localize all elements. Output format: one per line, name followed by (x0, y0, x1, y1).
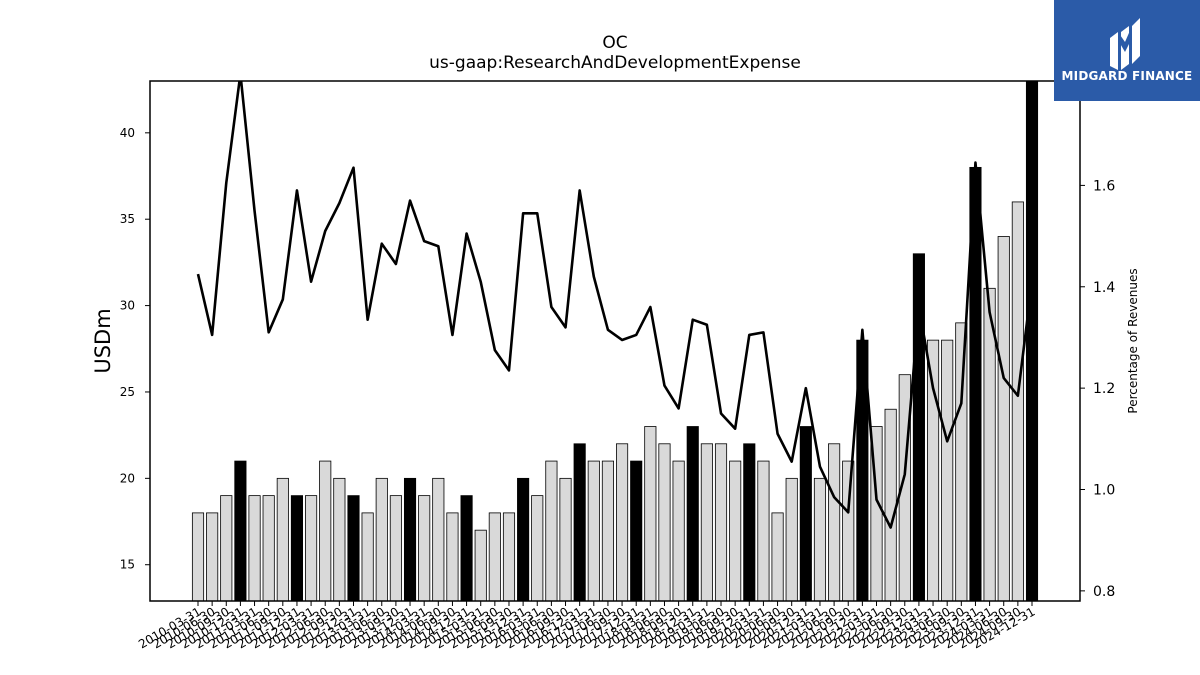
bar (616, 443, 629, 602)
brand-logo: MIDGARD FINANCE (1054, 0, 1200, 101)
bar (545, 460, 558, 602)
bar (248, 495, 261, 602)
y-tick-label: 40 (120, 126, 135, 140)
y-axis-label: USDm (91, 308, 115, 373)
bar (842, 460, 855, 602)
bar (460, 495, 473, 602)
bar (799, 426, 812, 602)
bar (305, 495, 318, 602)
bar (319, 460, 332, 602)
bar (403, 477, 417, 602)
y-tick-label: 15 (120, 558, 135, 572)
bar (220, 495, 233, 602)
bar (813, 477, 827, 602)
chart-subtitle: us-gaap:ResearchAndDevelopmentExpense (429, 53, 801, 73)
y-right-tick-label: 1.6 (1093, 178, 1115, 194)
bar (234, 460, 247, 602)
bar-series (191, 80, 1039, 602)
bar (474, 529, 487, 602)
bar (559, 477, 572, 602)
bar (333, 477, 346, 602)
bar (531, 495, 544, 602)
bar (206, 512, 219, 602)
bar (884, 408, 897, 602)
bar (432, 477, 445, 602)
y-right-tick-label: 1.4 (1093, 280, 1115, 296)
y-right-tick-label: 1.2 (1093, 381, 1115, 397)
bar (771, 512, 784, 602)
logo-text: MIDGARD FINANCE (1061, 69, 1193, 83)
bar (587, 460, 600, 602)
bar (941, 339, 954, 602)
x-axis: 2010-03-312010-06-302010-09-302010-12-31… (136, 601, 1038, 651)
bar (446, 512, 459, 602)
bar (1011, 201, 1024, 602)
midgard-logo-icon (1110, 18, 1140, 70)
y-tick-label: 25 (120, 385, 135, 399)
y-tick-label: 35 (120, 212, 135, 226)
bar (686, 426, 699, 602)
bar (488, 512, 501, 602)
bar (714, 443, 728, 602)
percentage-line (196, 81, 1034, 529)
y-axis-right-label: Percentage of Revenues (1126, 268, 1140, 413)
bar (601, 460, 614, 602)
chart-title: OC (602, 33, 627, 53)
y-tick-label: 20 (120, 471, 135, 485)
bar (672, 460, 685, 602)
line-series (196, 81, 1034, 529)
bar (630, 460, 643, 602)
bar (729, 460, 742, 602)
bar (658, 443, 671, 602)
y-right-tick-label: 1.0 (1093, 482, 1115, 498)
bar (785, 477, 798, 602)
bar (1025, 80, 1039, 602)
bar (290, 495, 304, 602)
bar (997, 236, 1010, 602)
bar (517, 477, 530, 602)
bar (262, 495, 275, 602)
bar (276, 477, 289, 602)
bar (927, 339, 940, 602)
bar (347, 495, 360, 602)
y-right-tick-label: 0.8 (1093, 584, 1115, 600)
bar (743, 443, 756, 602)
bar (191, 512, 205, 602)
bar (955, 322, 968, 602)
bar (389, 495, 402, 602)
bar (757, 460, 770, 602)
bar (700, 443, 713, 602)
bar (828, 443, 841, 602)
bar (361, 512, 374, 602)
bar (502, 512, 516, 602)
bar (644, 426, 657, 602)
plot-frame (149, 80, 1081, 602)
y-tick-label: 30 (120, 299, 135, 313)
bar (418, 495, 431, 602)
bar (573, 443, 586, 602)
y-axis-left: 15 20 25 30 35 40 (120, 126, 150, 572)
y-axis-right: 0.8 1.0 1.2 1.4 1.6 (1080, 178, 1115, 600)
bar (375, 477, 388, 602)
